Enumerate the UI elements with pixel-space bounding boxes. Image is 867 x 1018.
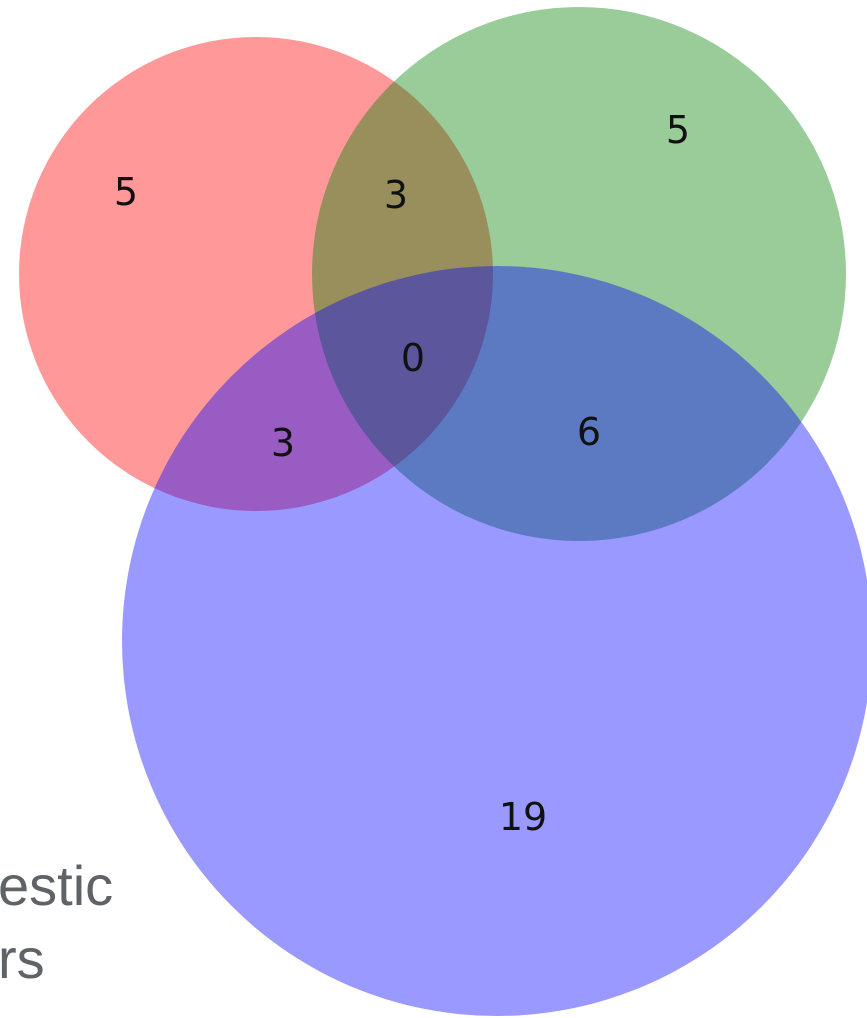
background-text-line-1: estic	[0, 854, 114, 917]
background-text-line-2: rs	[0, 927, 45, 990]
label-b-only: 5	[666, 108, 690, 152]
venn-circles	[19, 7, 867, 1016]
label-ac: 3	[271, 421, 295, 465]
circle-set-a	[19, 37, 493, 511]
label-ab: 3	[384, 173, 408, 217]
label-abc: 0	[401, 336, 425, 380]
label-a-only: 5	[114, 170, 138, 214]
region-labels: 5 5 19 3 3 6 0	[114, 108, 690, 839]
circle-set-b	[312, 7, 846, 541]
circle-set-c	[122, 266, 867, 1016]
label-c-only: 19	[499, 795, 547, 839]
label-bc: 6	[577, 410, 601, 454]
